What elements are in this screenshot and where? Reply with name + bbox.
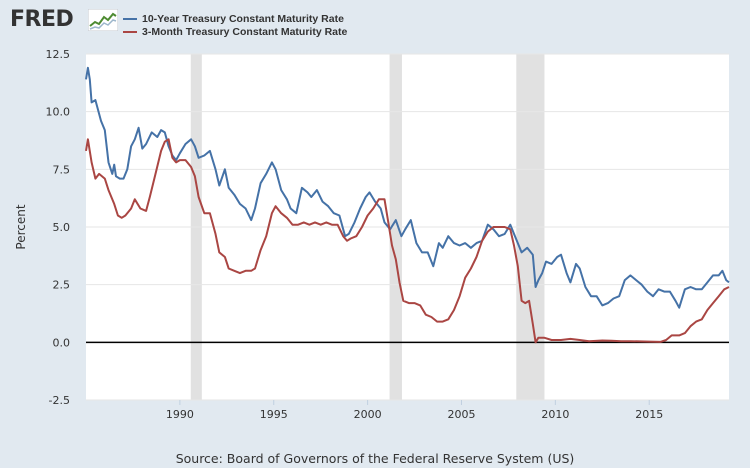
chart-trend-icon: [88, 9, 118, 31]
y-tick-label: 10.0: [46, 106, 71, 119]
x-tick-label: 1995: [260, 408, 288, 421]
y-tick-label: -2.5: [49, 394, 70, 407]
x-tick-label: 2010: [541, 408, 569, 421]
legend-swatch: [123, 17, 137, 20]
legend-label: 3-Month Treasury Constant Maturity Rate: [142, 25, 348, 38]
y-tick-label: 2.5: [53, 279, 71, 292]
fred-logo: FRED: [10, 6, 122, 34]
legend-swatch: [123, 30, 137, 33]
legend-item: 10-Year Treasury Constant Maturity Rate: [123, 12, 347, 25]
series-line-3-month: [85, 138, 730, 344]
x-tick-label: 1990: [166, 408, 194, 421]
series-line-10-year: [85, 66, 730, 309]
x-tick-label: 2000: [354, 408, 382, 421]
source-note: Source: Board of Governors of the Federa…: [175, 451, 575, 466]
y-tick-label: 12.5: [46, 48, 71, 61]
x-tick-label: 2005: [447, 408, 475, 421]
chart-legend: 10-Year Treasury Constant Maturity Rate 3…: [123, 12, 347, 38]
y-tick-label: 7.5: [53, 163, 71, 176]
legend-label: 10-Year Treasury Constant Maturity Rate: [142, 12, 344, 25]
x-tick-label: 2015: [635, 408, 663, 421]
fred-logo-text: FRED: [10, 7, 74, 32]
legend-item: 3-Month Treasury Constant Maturity Rate: [123, 25, 347, 38]
y-tick-label: 0.0: [53, 336, 71, 349]
y-axis-label: Percent: [14, 204, 28, 249]
y-tick-label: 5.0: [53, 221, 71, 234]
